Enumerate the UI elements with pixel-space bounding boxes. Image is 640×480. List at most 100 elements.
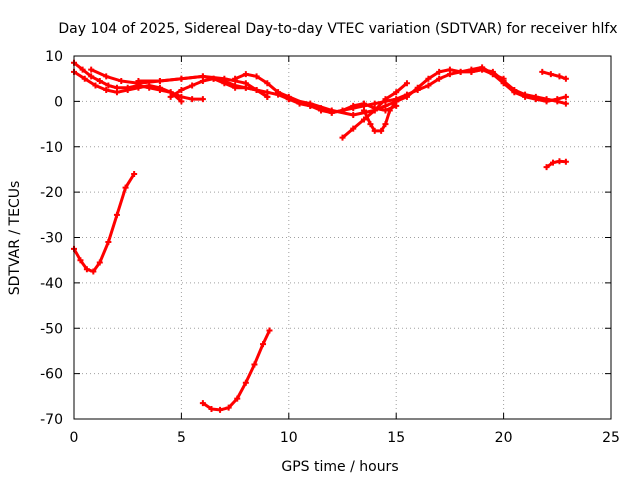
data-point xyxy=(178,75,185,82)
data-point xyxy=(414,84,421,91)
y-tick-label: -40 xyxy=(40,276,63,292)
data-point xyxy=(251,361,258,368)
data-point xyxy=(90,268,97,275)
data-point xyxy=(479,66,486,73)
data-point xyxy=(234,395,241,402)
data-point xyxy=(500,77,507,84)
data-point xyxy=(403,80,410,87)
data-point xyxy=(208,406,215,413)
data-point xyxy=(122,184,129,191)
data-point xyxy=(562,158,569,165)
data-point xyxy=(382,121,389,128)
x-tick-label: 0 xyxy=(70,430,79,446)
data-point xyxy=(393,98,400,105)
data-point xyxy=(253,87,260,94)
x-tick-label: 20 xyxy=(495,430,513,446)
grid xyxy=(74,56,611,419)
data-point xyxy=(275,89,282,96)
data-point xyxy=(96,77,103,84)
data-point xyxy=(522,91,529,98)
data-point xyxy=(562,100,569,107)
data-point xyxy=(105,82,112,89)
y-tick-label: -10 xyxy=(40,140,63,156)
plot-frame xyxy=(73,55,612,420)
data-point xyxy=(178,87,185,94)
data-point xyxy=(79,66,86,73)
data-point xyxy=(118,77,125,84)
series-line-arc-j xyxy=(469,68,568,106)
data-point xyxy=(103,87,110,94)
series-line-arc-k xyxy=(540,70,568,81)
data-point xyxy=(96,259,103,266)
data-point xyxy=(81,75,88,82)
data-point xyxy=(264,80,271,87)
data-point xyxy=(217,406,224,413)
data-point xyxy=(318,107,325,114)
data-point xyxy=(113,211,120,218)
data-point xyxy=(103,73,110,80)
data-point xyxy=(242,379,249,386)
data-point xyxy=(135,77,142,84)
data-point xyxy=(260,341,267,348)
data-point xyxy=(221,77,228,84)
data-point xyxy=(232,82,239,89)
data-point xyxy=(339,107,346,114)
data-point xyxy=(225,404,232,411)
data-point xyxy=(562,93,569,100)
y-tick-label: -70 xyxy=(40,412,63,428)
y-tick-label: 10 xyxy=(45,49,63,65)
data-point xyxy=(210,75,217,82)
data-point xyxy=(367,121,374,128)
data-point xyxy=(92,82,99,89)
data-point xyxy=(266,327,273,334)
data-point xyxy=(386,107,393,114)
data-point xyxy=(489,68,496,75)
data-point xyxy=(199,77,206,84)
data-point xyxy=(124,87,131,94)
data-point xyxy=(378,127,385,134)
data-point xyxy=(232,75,239,82)
data-point xyxy=(532,93,539,100)
x-tick-label: 25 xyxy=(602,430,620,446)
data-point xyxy=(547,71,554,78)
data-point xyxy=(511,87,518,94)
data-point xyxy=(425,82,432,89)
data-point xyxy=(550,159,557,166)
data-point xyxy=(539,68,546,75)
y-tick-label: 0 xyxy=(54,94,63,110)
data-point xyxy=(350,105,357,112)
data-point xyxy=(199,400,206,407)
y-tick-label: -60 xyxy=(40,367,63,383)
data-point xyxy=(189,82,196,89)
x-axis-label: GPS time / hours xyxy=(281,459,398,475)
data-point xyxy=(403,93,410,100)
data-point xyxy=(393,89,400,96)
y-tick-label: -30 xyxy=(40,231,63,247)
data-point xyxy=(156,84,163,91)
data-point xyxy=(156,77,163,84)
y-axis-label: SDTVAR / TECUs xyxy=(7,181,23,296)
data-point xyxy=(189,96,196,103)
data-point xyxy=(562,75,569,82)
data-point xyxy=(436,68,443,75)
data-point xyxy=(371,127,378,134)
data-point xyxy=(360,116,367,123)
data-point xyxy=(328,109,335,116)
data-point xyxy=(199,96,206,103)
data-point xyxy=(178,98,185,105)
data-point xyxy=(253,73,260,80)
axis-ticks: 0 5 10 15 20 25 -70 -60 -50 -40 -30 -20 -10 0 10 xyxy=(40,49,620,446)
data-point xyxy=(556,73,563,80)
data-point xyxy=(242,84,249,91)
x-tick-label: 15 xyxy=(387,430,405,446)
data-point xyxy=(543,164,550,171)
x-tick-label: 5 xyxy=(177,430,186,446)
data-point xyxy=(88,66,95,73)
data-point xyxy=(264,89,271,96)
y-tick-label: -50 xyxy=(40,321,63,337)
data-point xyxy=(436,75,443,82)
data-point xyxy=(382,96,389,103)
data-point xyxy=(83,266,90,273)
data-point xyxy=(425,75,432,82)
